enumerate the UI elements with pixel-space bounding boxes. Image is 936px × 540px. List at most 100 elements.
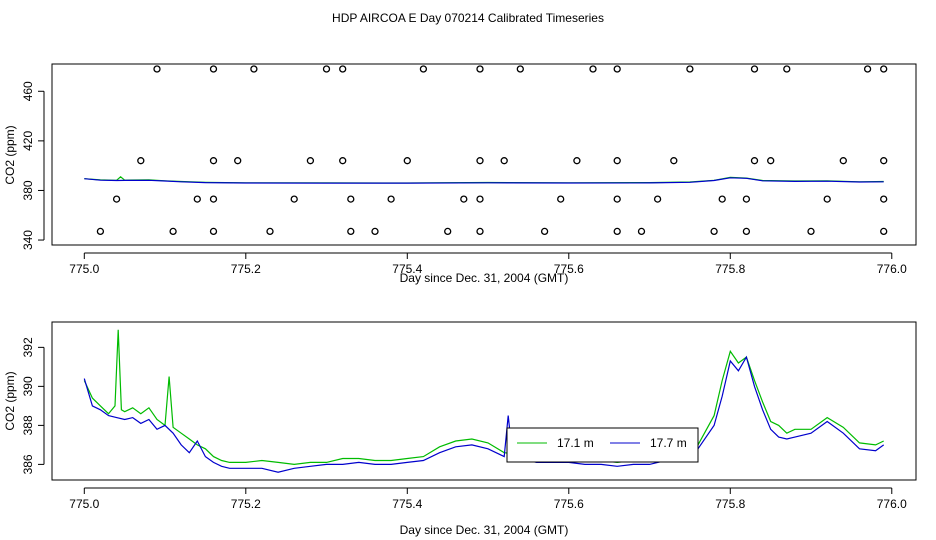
top-scatter-point	[209, 227, 218, 236]
top-scatter-point	[419, 65, 428, 73]
top-scatter-point	[613, 195, 621, 203]
bot-series-line-0	[83, 329, 884, 466]
bottom-y-label: CO2 (ppm)	[3, 371, 17, 430]
top-scatter-point	[371, 227, 379, 236]
top-chart: 775.0 775.2 775.4 775.6 775.8 776.0 340 380 420…	[3, 63, 917, 285]
top-scatter-point	[589, 65, 597, 73]
top-scatter-point	[444, 227, 452, 236]
top-y-label: CO2 (ppm)	[3, 125, 17, 184]
legend-label-green: 17.1 m	[557, 436, 594, 450]
top-scatter-point	[653, 195, 662, 203]
top-scatter-point	[718, 195, 726, 203]
top-y-axis: 340 380 420 460	[21, 81, 45, 250]
top-scatter-point	[476, 227, 484, 236]
top-x-label: Day since Dec. 31, 2004 (GMT)	[400, 271, 569, 285]
top-scatter-point	[209, 157, 218, 165]
bot-x-tick-label: 775.0	[69, 497, 99, 511]
top-x-tick-label: 775.8	[715, 262, 745, 276]
top-scatter-point	[880, 65, 888, 73]
top-scatter-point	[783, 65, 791, 73]
top-scatter-point	[250, 65, 258, 73]
top-scatter-point	[306, 157, 315, 165]
top-x-tick-label: 775.0	[69, 262, 99, 276]
top-scatter-point	[742, 195, 751, 203]
top-x-axis: 775.0 775.2 775.4 775.6 775.8 776.0	[69, 252, 907, 276]
top-scatter-point	[347, 195, 355, 203]
top-scatter-point	[476, 65, 484, 73]
top-scatter-point	[209, 195, 218, 203]
top-scatter-point	[613, 227, 621, 236]
top-scatter-point	[322, 65, 331, 73]
top-y-tick-label: 380	[21, 180, 35, 200]
top-scatter-point	[290, 195, 298, 203]
top-scatter-point	[339, 157, 347, 165]
top-scatter-point	[880, 157, 888, 165]
top-scatter-point	[234, 157, 242, 165]
top-scatter-point	[476, 195, 484, 203]
top-x-tick-label: 776.0	[877, 262, 907, 276]
top-scatter-point	[807, 227, 815, 236]
top-scatter-point	[209, 65, 218, 73]
bot-x-tick-label: 775.6	[554, 497, 584, 511]
top-plot-frame	[51, 63, 917, 246]
top-scatter-point	[710, 227, 718, 236]
bottom-x-axis: 775.0 775.2 775.4 775.6 775.8 776.0	[69, 487, 907, 511]
legend-label-blue: 17.7 m	[650, 436, 687, 450]
top-scatter-point	[266, 227, 274, 236]
bottom-chart: 775.0 775.2 775.4 775.6 775.8 776.0 386 388 390…	[3, 321, 917, 537]
top-scatter-point	[153, 65, 161, 73]
top-scatter-point	[613, 65, 621, 73]
top-scatter-point	[387, 195, 395, 203]
top-scatter-point	[637, 227, 646, 236]
legend: 17.1 m 17.7 m	[506, 427, 699, 463]
top-scatter-point	[557, 195, 565, 203]
figure-title: HDP AIRCOA E Day 070214 Calibrated Times…	[332, 11, 604, 25]
top-y-tick-label: 420	[21, 131, 35, 151]
top-x-tick-label: 775.2	[231, 262, 261, 276]
top-scatter-point	[880, 195, 888, 203]
top-scatter-point	[863, 65, 872, 73]
bot-x-tick-label: 776.0	[877, 497, 907, 511]
bottom-series	[83, 329, 885, 473]
bot-x-tick-label: 775.2	[231, 497, 261, 511]
bot-y-tick-label: 392	[21, 337, 35, 357]
top-scatter-point	[112, 195, 121, 203]
top-x-tick-label: 775.4	[392, 262, 422, 276]
top-scatter-point	[750, 65, 759, 73]
top-series	[84, 176, 884, 184]
top-scatter-point	[460, 195, 468, 203]
top-scatter-point	[500, 157, 508, 165]
top-scatter-point	[823, 195, 831, 203]
top-scatter-point	[750, 157, 759, 165]
bottom-plot-frame	[51, 321, 917, 481]
top-x-tick-label: 775.6	[554, 262, 584, 276]
top-scatter-point	[476, 157, 484, 165]
top-scatter-point	[573, 157, 581, 165]
bot-series-line-1	[83, 355, 885, 473]
top-scatter-point	[193, 195, 201, 203]
top-scatter-point	[670, 157, 678, 165]
top-scatter-points	[96, 65, 888, 236]
bottom-y-axis: 386 388 390 392	[21, 337, 45, 474]
top-scatter-point	[839, 157, 847, 165]
top-scatter-point	[339, 65, 347, 73]
top-scatter-point	[516, 65, 524, 73]
bot-x-tick-label: 775.8	[715, 497, 745, 511]
top-scatter-point	[686, 65, 694, 73]
top-scatter-point	[613, 157, 621, 165]
top-scatter-point	[742, 227, 751, 236]
bottom-x-label: Day since Dec. 31, 2004 (GMT)	[400, 523, 569, 537]
legend-box	[506, 427, 699, 463]
top-scatter-point	[403, 157, 411, 165]
top-series-line-1	[84, 177, 884, 184]
top-scatter-point	[880, 227, 888, 236]
top-scatter-point	[767, 157, 775, 165]
top-scatter-point	[169, 227, 177, 236]
bot-x-tick-label: 775.4	[392, 497, 422, 511]
bot-y-tick-label: 386	[21, 454, 35, 474]
top-scatter-point	[96, 227, 105, 236]
top-scatter-point	[137, 157, 145, 165]
top-scatter-point	[540, 227, 549, 236]
top-y-tick-label: 460	[21, 81, 35, 101]
